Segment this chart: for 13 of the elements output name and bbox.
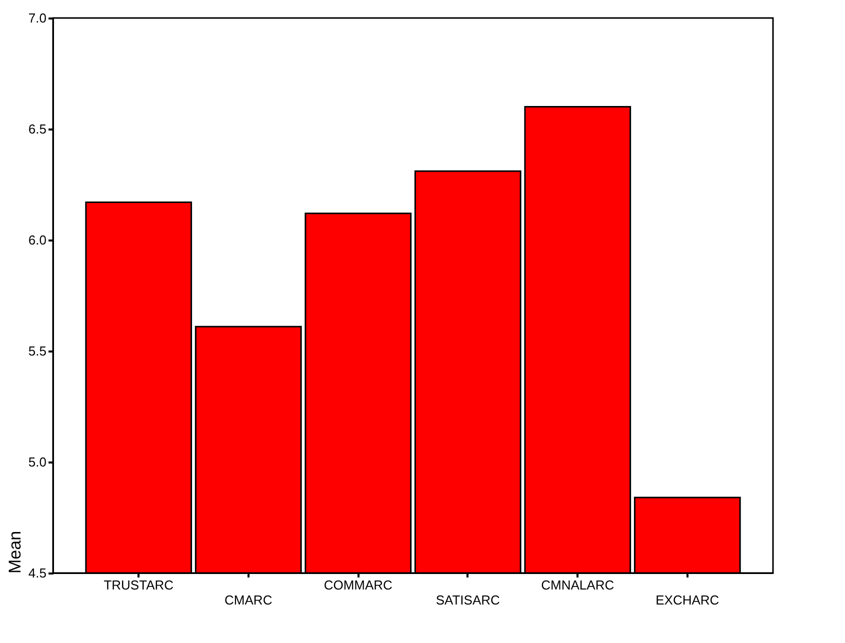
x-tick-label: COMMARC xyxy=(324,578,392,592)
x-tick-label: TRUSTARC xyxy=(104,578,174,592)
y-tick-label: 7.0 xyxy=(28,10,46,26)
y-tick-label: 4.5 xyxy=(28,566,46,580)
x-tick-label: CMARC xyxy=(224,592,272,608)
x-tick-label: EXCHARC xyxy=(656,592,720,608)
x-tick-label: CMNALARC xyxy=(541,578,614,592)
y-tick-label: 5.5 xyxy=(28,344,46,358)
y-axis-title: Mean xyxy=(5,530,24,574)
y-tick-label: 6.5 xyxy=(28,122,46,136)
y-tick-label: 5.0 xyxy=(28,454,46,470)
x-tick-label: SATISARC xyxy=(436,592,500,608)
y-tick-label: 6.0 xyxy=(28,232,46,248)
